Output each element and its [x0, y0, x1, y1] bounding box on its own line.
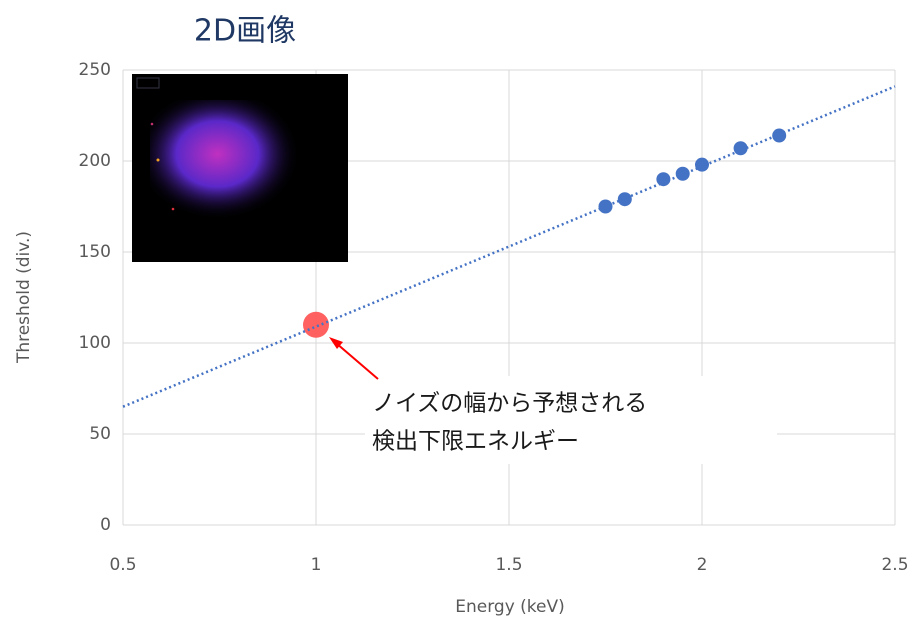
- annotation: 検出下限エネルギー: [372, 429, 579, 455]
- y-tick-label: 150: [79, 242, 111, 262]
- y-tick-label: 50: [89, 424, 111, 444]
- y-tick-label: 250: [79, 60, 111, 80]
- y-tick-label: 200: [79, 151, 111, 171]
- data-point: [734, 141, 748, 155]
- x-tick-label: 1: [311, 555, 322, 575]
- x-tick-label: 2.5: [881, 555, 908, 575]
- data-point: [618, 192, 632, 206]
- x-tick-label: 1.5: [495, 555, 522, 575]
- annotation-arrow: [336, 343, 378, 379]
- x-axis-label: Energy (keV): [455, 597, 565, 617]
- x-tick-label: 0.5: [109, 555, 136, 575]
- data-point: [599, 200, 613, 214]
- y-axis-label: Threshold (div.): [14, 231, 34, 364]
- y-tick-label: 0: [100, 515, 111, 535]
- chart: 2D画像 Energy (keV) Threshold (div.) ノイズの幅…: [0, 0, 915, 623]
- highlight-point: [303, 312, 329, 338]
- x-tick-label: 2: [697, 555, 708, 575]
- inset-image: [132, 74, 348, 262]
- image-label: 2D画像: [194, 14, 296, 49]
- y-tick-label: 100: [79, 333, 111, 353]
- annotation: ノイズの幅から予想される: [372, 391, 647, 417]
